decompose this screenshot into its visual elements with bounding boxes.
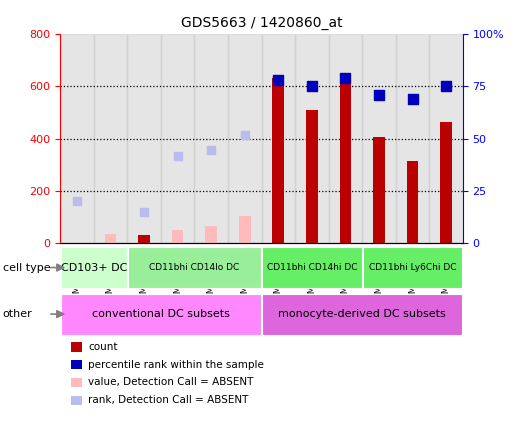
Point xyxy=(241,131,249,138)
Point xyxy=(375,91,383,98)
Point xyxy=(140,209,148,215)
Text: CD11bhi CD14lo DC: CD11bhi CD14lo DC xyxy=(149,263,240,272)
Bar xyxy=(195,34,228,243)
Bar xyxy=(228,34,262,243)
Bar xyxy=(339,77,351,243)
Bar xyxy=(61,294,261,335)
Bar xyxy=(262,34,295,243)
Text: monocyte-derived DC subsets: monocyte-derived DC subsets xyxy=(278,309,446,319)
Text: value, Detection Call = ABSENT: value, Detection Call = ABSENT xyxy=(88,377,254,387)
Bar xyxy=(306,110,317,243)
Bar xyxy=(262,247,361,288)
Bar xyxy=(105,234,116,243)
Bar xyxy=(128,247,261,288)
Bar xyxy=(328,34,362,243)
Bar xyxy=(239,216,251,243)
Bar xyxy=(94,34,127,243)
Point xyxy=(174,152,182,159)
Point xyxy=(408,95,417,102)
Bar xyxy=(295,34,328,243)
Bar xyxy=(396,34,429,243)
Point xyxy=(73,198,81,205)
Bar xyxy=(60,34,94,243)
Text: cell type: cell type xyxy=(3,263,50,272)
Bar xyxy=(407,161,418,243)
Text: conventional DC subsets: conventional DC subsets xyxy=(92,309,230,319)
Bar xyxy=(429,34,463,243)
Bar xyxy=(127,34,161,243)
Point xyxy=(308,83,316,90)
Text: CD11bhi Ly6Chi DC: CD11bhi Ly6Chi DC xyxy=(369,263,456,272)
Text: count: count xyxy=(88,342,118,352)
Text: CD11bhi CD14hi DC: CD11bhi CD14hi DC xyxy=(267,263,357,272)
Bar xyxy=(262,294,462,335)
Bar xyxy=(161,34,195,243)
Point xyxy=(274,77,282,83)
Bar xyxy=(363,247,462,288)
Bar xyxy=(440,121,452,243)
Point xyxy=(207,147,215,154)
Bar xyxy=(138,235,150,243)
Bar xyxy=(373,137,385,243)
Bar xyxy=(206,226,217,243)
Bar xyxy=(362,34,396,243)
Title: GDS5663 / 1420860_at: GDS5663 / 1420860_at xyxy=(180,16,343,30)
Point xyxy=(341,74,349,81)
Text: CD103+ DC: CD103+ DC xyxy=(61,263,127,272)
Point xyxy=(442,83,450,90)
Bar xyxy=(172,230,184,243)
Bar xyxy=(61,247,127,288)
Text: rank, Detection Call = ABSENT: rank, Detection Call = ABSENT xyxy=(88,395,249,405)
Bar xyxy=(272,78,284,243)
Text: percentile rank within the sample: percentile rank within the sample xyxy=(88,360,264,370)
Text: other: other xyxy=(3,309,32,319)
